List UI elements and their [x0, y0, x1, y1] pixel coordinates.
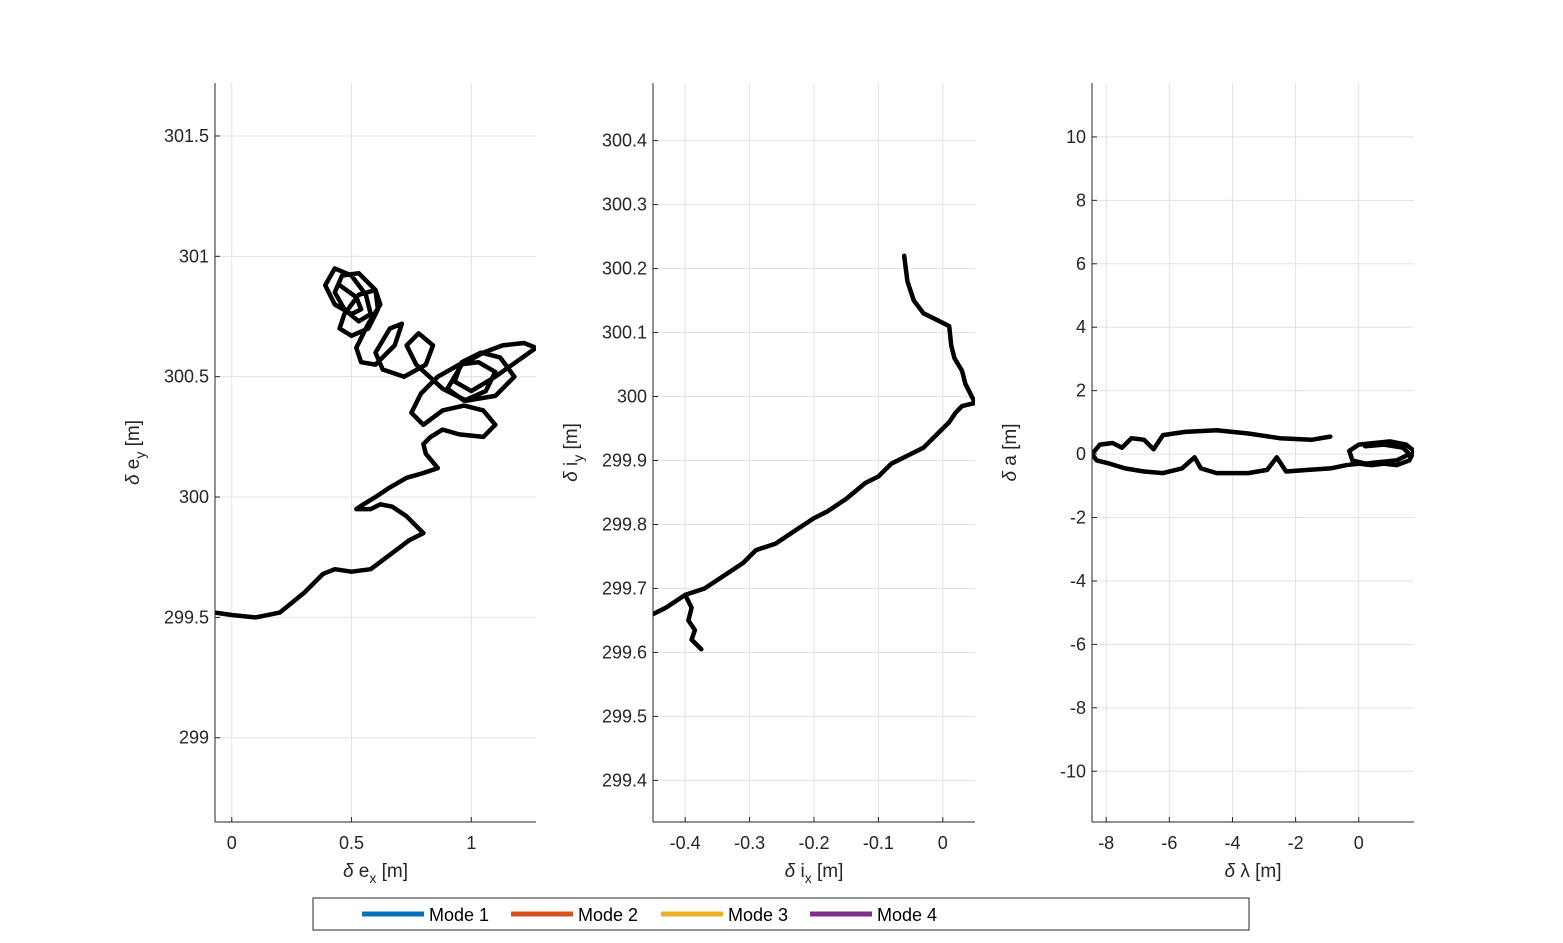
x-axis-label: δ ix [m]	[785, 861, 844, 886]
x-tick-label-0: 0	[227, 833, 237, 853]
y-tick-label-10: 300.4	[602, 131, 647, 151]
legend-entry-mode-1: Mode 1	[362, 905, 489, 925]
y-tick-label-1: -8	[1070, 698, 1086, 718]
y-axis-label: δ ey [m]	[123, 420, 148, 485]
y-tick-label-5: 301.5	[164, 126, 209, 146]
legend: Mode 1 Mode 2 Mode 3 Mode 4	[312, 897, 1250, 931]
legend-entry-mode-2: Mode 2	[511, 905, 638, 925]
y-tick-label-5: 0	[1076, 444, 1086, 464]
y-tick-label-2: -6	[1070, 634, 1086, 654]
x-tick-label-1: 0.5	[339, 833, 364, 853]
y-axis-label: δ iy [m]	[561, 423, 586, 482]
legend-entry-mode-3: Mode 3	[661, 905, 788, 925]
y-tick-label-9: 300.3	[602, 195, 647, 215]
y-tick-label-0: 299.4	[602, 770, 647, 790]
y-tick-label-2: 299.6	[602, 642, 647, 662]
x-tick-label-4: 0	[938, 833, 948, 853]
x-tick-label-2: -4	[1224, 833, 1240, 853]
plot-panel-longitude-axis: -8 -6 -4 -2 0 -10 -8 -6 -4 -2 0 2 4 6 8 10 δ λ [m] δ a [m…	[1000, 83, 1414, 882]
legend-box	[312, 897, 1250, 931]
y-tick-label-1: 299.5	[164, 607, 209, 627]
plot-panel-eccentricity: 0 0.5 1 299 299.5 300 300.5 301 301.5 δ ex [m] δ e…	[123, 83, 536, 886]
x-tick-label-3: -2	[1288, 833, 1304, 853]
y-tick-label-8: 300.2	[602, 259, 647, 279]
x-tick-label-2: -0.2	[798, 833, 829, 853]
y-tick-label-4: 299.8	[602, 514, 647, 534]
y-tick-label-1: 299.5	[602, 706, 647, 726]
x-tick-label-4: 0	[1354, 833, 1364, 853]
y-tick-label-2: 300	[179, 487, 209, 507]
x-tick-label-0: -0.4	[670, 833, 701, 853]
y-tick-label-4: 301	[179, 246, 209, 266]
y-tick-label-8: 6	[1076, 254, 1086, 274]
x-tick-label-0: -8	[1098, 833, 1114, 853]
y-tick-label-3: 299.7	[602, 578, 647, 598]
y-tick-label-7: 300.1	[602, 323, 647, 343]
legend-label-mode-4: Mode 4	[877, 905, 937, 925]
series-line-l-0	[1092, 428, 1414, 476]
x-tick-label-3: -0.1	[863, 833, 894, 853]
legend-entry-mode-4: Mode 4	[810, 905, 937, 925]
x-tick-label-1: -6	[1161, 833, 1177, 853]
y-tick-label-0: -10	[1060, 761, 1086, 781]
y-tick-label-10: 10	[1066, 127, 1086, 147]
series-line-i-1	[682, 592, 704, 652]
y-tick-label-4: -2	[1070, 508, 1086, 528]
y-tick-label-3: -4	[1070, 571, 1086, 591]
legend-label-mode-2: Mode 2	[578, 905, 638, 925]
series-line-e-0	[215, 266, 536, 620]
y-tick-label-5: 299.9	[602, 450, 647, 470]
y-tick-label-0: 299	[179, 728, 209, 748]
x-tick-label-1: -0.3	[734, 833, 765, 853]
x-axis-label: δ ex [m]	[343, 861, 408, 886]
y-tick-label-3: 300.5	[164, 367, 209, 387]
x-axis-label: δ λ [m]	[1224, 861, 1281, 882]
plot-panel-inclination: -0.4 -0.3 -0.2 -0.1 0 299.4 299.5 299.6 299.7 299…	[561, 83, 975, 886]
legend-label-mode-3: Mode 3	[728, 905, 788, 925]
y-axis-label: δ a [m]	[1000, 423, 1021, 481]
series-line-i-0	[653, 253, 975, 617]
x-tick-label-2: 1	[466, 833, 476, 853]
legend-label-mode-1: Mode 1	[429, 905, 489, 925]
y-tick-label-6: 2	[1076, 381, 1086, 401]
y-tick-label-9: 8	[1076, 190, 1086, 210]
y-tick-label-6: 300	[617, 387, 647, 407]
y-tick-label-7: 4	[1076, 317, 1086, 337]
